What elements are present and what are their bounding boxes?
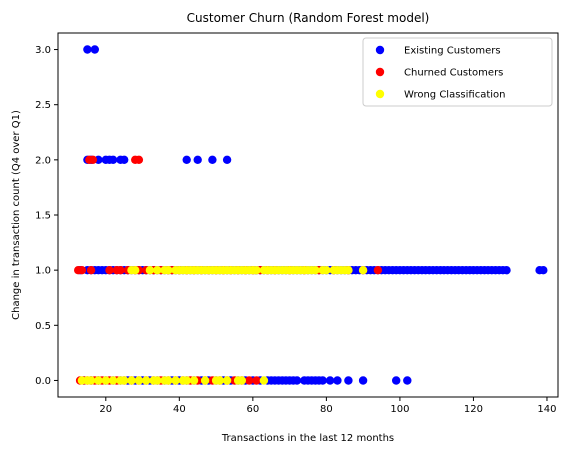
point-s1-5 [77,266,87,275]
point-s1-66 [252,376,261,385]
point-s2-67 [171,376,180,385]
y-axis-label: Change in transaction count (Q4 over Q1) [11,110,22,320]
point-s2-28 [252,266,261,275]
point-s0-171 [318,376,327,385]
legend-box [362,37,553,107]
point-s0-13 [222,155,232,164]
legend-marker-0 [375,45,385,55]
point-s2-74 [222,376,232,385]
x-tick-label-2: 60 [246,404,259,415]
ticks-layer: 20 40 60 80 100 120 140 0.0 0.5 1.0 1.5 2.0 2.5 3.0 [35,45,556,415]
point-s2-2 [145,266,155,275]
point-s1-6 [86,266,96,275]
x-tick-label-0: 20 [99,404,112,415]
point-s0-175 [358,376,368,385]
point-s0-0 [83,45,92,54]
point-s0-165 [292,376,302,385]
legend-label-1: Churned Customers [404,68,503,79]
point-s2-66 [164,376,173,385]
point-s0-10 [182,155,191,164]
point-s2-77 [259,376,269,385]
y-tick-label-3: 1.5 [35,211,51,222]
point-s1-65 [245,376,254,385]
point-s0-1 [90,45,100,54]
point-s2-73 [215,376,224,385]
point-s0-172 [325,376,335,385]
point-s2-55 [94,376,103,385]
point-s2-60 [127,376,136,385]
chart-title: Customer Churn (Random Forest model) [187,11,430,25]
point-s0-12 [208,155,217,164]
point-s0-174 [344,376,353,385]
point-s1-1 [88,155,98,164]
point-s2-59 [120,376,129,385]
point-s2-70 [189,376,199,385]
points-layer [74,45,548,385]
y-tick-label-4: 2.0 [35,155,51,166]
legend-label-2: Wrong Classification [404,90,505,101]
x-tick-label-1: 40 [173,404,186,415]
point-s2-61 [134,376,144,385]
point-s0-11 [193,155,202,164]
x-axis-label: Transactions in the last 12 months [221,433,394,444]
point-s2-51 [358,266,368,275]
point-s0-9 [120,155,129,164]
point-s2-43 [311,266,320,275]
point-s0-177 [403,376,412,385]
point-s2-54 [86,376,96,385]
x-tick-label-4: 100 [390,404,409,415]
legend-marker-2 [375,89,385,99]
point-s0-131 [539,266,548,275]
x-tick-label-6: 140 [537,404,556,415]
point-s2-69 [182,376,191,385]
legend: Existing Customers Churned Customers Wrong… [362,37,553,107]
point-s2-56 [101,376,111,385]
y-tick-label-0: 0.0 [35,376,51,387]
y-tick-label-1: 0.5 [35,321,51,332]
point-s1-3 [134,155,144,164]
point-s0-129 [502,266,511,275]
y-tick-label-2: 1.0 [35,266,51,277]
legend-label-0: Existing Customers [404,46,501,57]
point-s2-76 [237,376,246,385]
point-s2-3 [153,266,162,275]
point-s2-45 [322,266,331,275]
point-s2-1 [131,266,140,275]
point-s2-62 [142,376,151,385]
point-s2-50 [344,266,353,275]
point-s1-7 [105,266,114,275]
point-s2-71 [200,376,210,385]
point-s0-7 [108,155,118,164]
y-tick-label-6: 3.0 [35,45,51,56]
point-s1-38 [373,266,383,275]
point-s1-9 [116,266,125,275]
legend-marker-1 [375,67,385,77]
point-s2-64 [153,376,162,385]
x-tick-label-5: 120 [464,404,483,415]
y-tick-label-5: 2.5 [35,100,51,111]
x-tick-label-3: 80 [320,404,333,415]
point-s2-57 [108,376,118,385]
point-s0-176 [392,376,401,385]
point-s2-5 [164,266,173,275]
point-s0-173 [333,376,342,385]
